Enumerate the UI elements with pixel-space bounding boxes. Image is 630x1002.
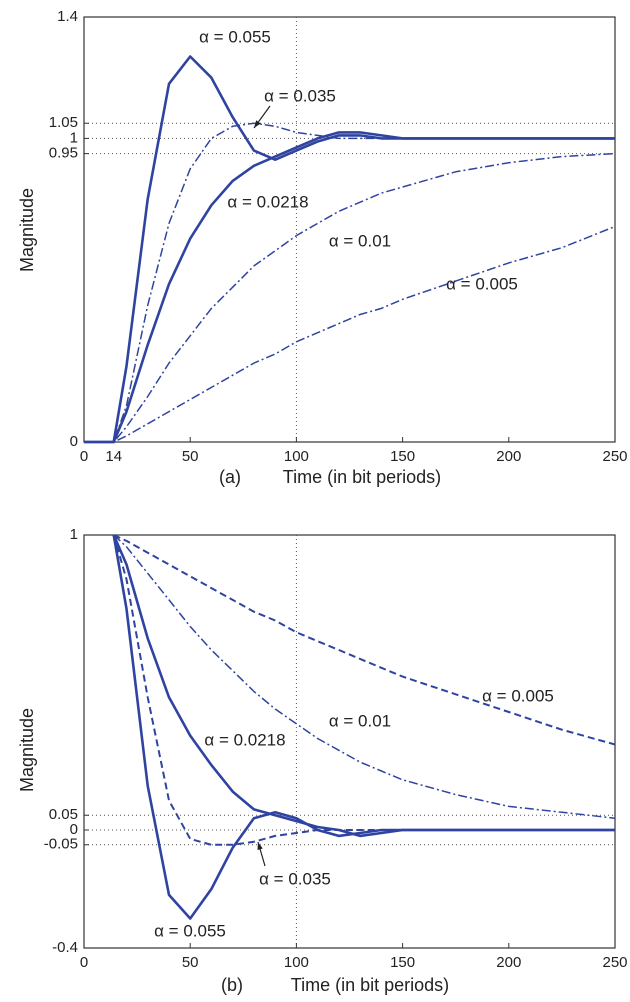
y-tick-label: -0.05 xyxy=(44,836,78,853)
curve xyxy=(84,152,616,443)
x-axis-label: Time (in bit periods) xyxy=(283,467,441,487)
x-tick-label: 150 xyxy=(390,448,415,465)
arrow-head xyxy=(254,120,261,128)
curve-label: α = 0.01 xyxy=(329,231,391,250)
y-tick-label: 0.05 xyxy=(49,806,78,823)
curve xyxy=(113,534,616,819)
x-tick-label: 0 xyxy=(80,954,88,971)
curve-label: α = 0.01 xyxy=(329,711,391,730)
y-tick-label: 1 xyxy=(70,526,78,543)
y-axis-label: Magnitude xyxy=(17,708,37,792)
curve xyxy=(84,225,616,443)
curve-label: α = 0.0218 xyxy=(227,192,308,211)
curve-label: α = 0.035 xyxy=(259,869,331,888)
curve-label: α = 0.055 xyxy=(199,27,271,46)
x-tick-label: 0 xyxy=(80,448,88,465)
caption: (a) xyxy=(219,467,241,487)
x-tick-label: 150 xyxy=(390,954,415,971)
y-tick-label: 1.05 xyxy=(49,114,78,131)
y-tick-label: 1 xyxy=(70,129,78,146)
x-tick-label: 200 xyxy=(496,448,521,465)
x-tick-label: 100 xyxy=(284,448,309,465)
x-tick-label: 100 xyxy=(284,954,309,971)
y-tick-label: 0 xyxy=(70,821,78,838)
curve-label: α = 0.035 xyxy=(264,86,336,105)
curve xyxy=(84,131,615,444)
curve xyxy=(112,534,615,846)
y-axis-label: Magnitude xyxy=(17,188,37,272)
curve xyxy=(112,534,615,838)
curve-label: α = 0.055 xyxy=(154,921,226,940)
curve-label: α = 0.0218 xyxy=(204,730,285,749)
curve-label: α = 0.005 xyxy=(446,274,518,293)
x-axis-label: Time (in bit periods) xyxy=(291,975,449,995)
x-tick-label: 250 xyxy=(602,954,627,971)
plot-area xyxy=(83,534,616,949)
y-tick-label: 1.4 xyxy=(57,8,78,25)
arrow-head xyxy=(257,842,263,850)
y-tick-label: -0.4 xyxy=(52,939,78,956)
curve-label: α = 0.005 xyxy=(482,686,554,705)
plot-area xyxy=(83,16,616,443)
x-tick-label: 50 xyxy=(182,954,199,971)
x-tick-label: 200 xyxy=(496,954,521,971)
y-tick-label: 0 xyxy=(70,433,78,450)
x-tick-label: 50 xyxy=(182,448,199,465)
x-tick-label: 14 xyxy=(105,448,122,465)
x-tick-label: 250 xyxy=(602,448,627,465)
caption: (b) xyxy=(221,975,243,995)
curve xyxy=(113,534,616,746)
y-tick-label: 0.95 xyxy=(49,145,78,162)
